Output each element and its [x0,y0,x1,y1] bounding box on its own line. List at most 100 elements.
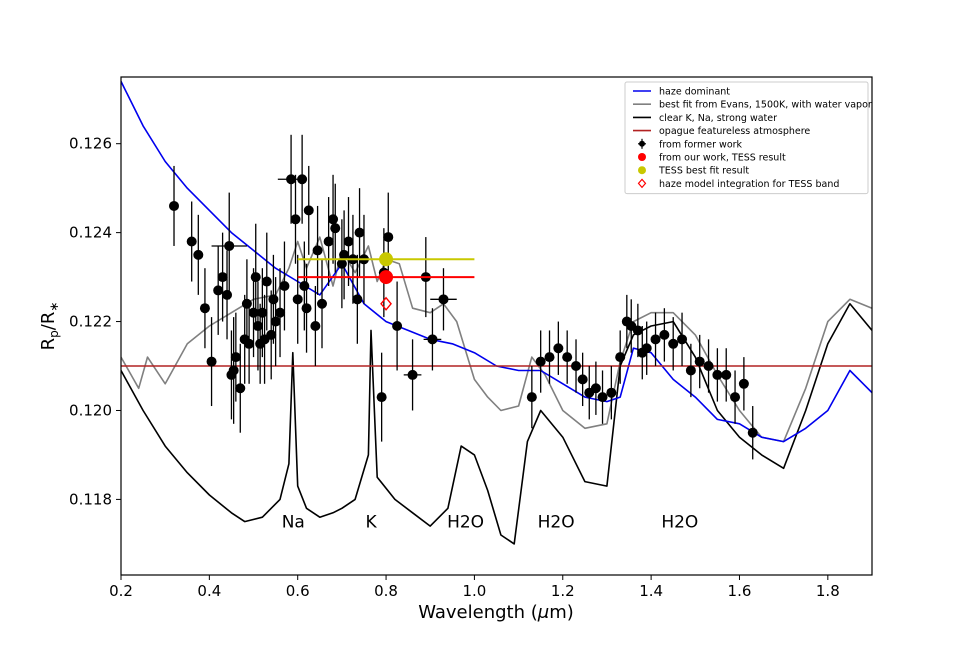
former-work-marker [562,352,573,363]
former-work-marker [571,361,582,372]
y-tick-label: 0.126 [69,135,112,153]
legend-entry: best fit from Evans, 1500K, with water v… [633,100,872,111]
former-work-marker [712,369,723,380]
former-work-marker [703,361,714,372]
former-work-point [244,303,255,384]
former-work-point [730,370,741,424]
former-work-point [297,134,308,224]
former-work-marker [261,276,272,287]
former-work-marker [354,227,365,238]
legend-entry: from former work [638,138,743,150]
x-tick-label: 0.6 [286,582,310,600]
y-axis: 0.118 0.120 0.122 0.124 0.126 [69,135,121,508]
former-work-marker [169,200,180,211]
former-work-point [292,254,303,344]
former-work-marker [222,289,233,300]
legend-label: TESS best fit result [658,166,749,177]
y-axis-title: Rp/R∗ [38,302,61,351]
former-work-marker [213,285,224,296]
former-work-point [213,245,224,335]
former-work-marker [199,303,210,314]
former-work-marker [328,214,339,225]
former-work-marker [535,356,546,367]
annotation-label: H2O [661,513,698,533]
former-work-marker [275,307,286,318]
tess-best-fit-marker [379,252,394,267]
x-tick-label: 1.4 [639,582,663,600]
former-work-marker [252,321,263,331]
x-tick-label: 1.0 [462,582,486,600]
former-work-point [584,366,595,420]
former-work-point [211,192,247,300]
former-work-marker [217,272,228,283]
former-work-marker [279,280,290,291]
former-work-point [252,281,263,371]
former-work-point [668,317,679,371]
former-work-point [577,352,588,407]
former-work-point [323,197,334,286]
former-work-point [222,250,233,340]
former-work-point [352,254,363,344]
annotation-label: H2O [538,513,575,533]
former-work-point [186,201,197,282]
former-work-point [330,183,341,273]
series-line-0 [121,81,872,443]
former-work-point [535,330,546,393]
former-work-marker [343,236,354,247]
former-work-marker [299,280,310,291]
former-work-marker [230,352,241,363]
legend-label: from our work, TESS result [659,153,786,164]
y-tick-label: 0.124 [69,224,112,242]
legend-swatch-diamond [637,178,647,189]
former-work-point [597,370,608,424]
legend-label: best fit from Evans, 1500K, with water v… [659,100,872,111]
tess-result-point [297,270,475,285]
legend-entry: opague featureless atmosphere [633,126,810,137]
former-work-point [301,263,312,353]
former-work-marker [339,249,350,260]
legend-label: clear K, Na, strong water [659,113,777,124]
former-work-point [339,210,350,300]
former-work-point [303,165,314,255]
former-work-marker [268,294,279,305]
data-points [169,134,758,460]
former-work-point [354,188,365,278]
tess-best-fit-point [297,252,475,267]
legend-swatch-marker [638,153,646,161]
former-work-point [615,330,626,384]
former-work-point [590,361,601,415]
former-work-point [317,259,328,349]
plot-frame [120,76,873,576]
former-work-point [277,134,305,224]
former-work-marker [257,307,268,318]
x-tick-label: 1.8 [816,582,840,600]
former-work-point [747,406,758,460]
former-work-point [641,321,652,375]
tess-result-marker [379,270,394,285]
former-work-point [217,232,228,322]
former-work-point [685,343,696,398]
annotation-label: Na [282,513,305,533]
former-work-point [193,214,204,295]
former-work-point [169,165,180,246]
former-work-point [526,366,537,429]
former-work-marker [590,383,601,394]
y-tick-label: 0.122 [69,313,112,331]
former-work-point [544,330,555,384]
former-work-marker [641,343,652,354]
former-work-marker [526,392,537,403]
legend-entry: haze model integration for TESS band [637,178,839,190]
former-work-point [721,348,732,402]
former-work-marker [427,334,438,345]
former-work-marker [730,392,741,403]
former-work-marker [632,325,643,336]
former-work-point [299,241,310,331]
former-work-marker [668,338,679,349]
haze-tess-band-marker [380,296,392,311]
legend-label: opague featureless atmosphere [659,126,810,137]
former-work-marker [286,174,297,185]
former-work-point [261,232,272,331]
former-work-point [279,241,290,331]
legend-label: haze dominant [659,87,730,98]
